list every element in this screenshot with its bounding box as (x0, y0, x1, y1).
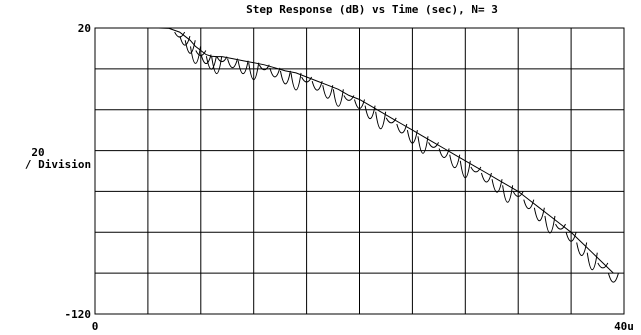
notch-mark (179, 36, 191, 46)
notch-mark (174, 31, 186, 38)
notch-mark (184, 40, 196, 54)
notch-marks (174, 31, 619, 283)
notch-mark (205, 56, 217, 70)
x-min-tick-label: 0 (92, 320, 99, 333)
notch-mark (428, 142, 440, 148)
notch-mark (544, 215, 556, 234)
notch-mark (227, 58, 239, 69)
notch-mark (248, 62, 260, 81)
notch-mark (523, 199, 535, 210)
notch-mark (438, 148, 450, 159)
notch-mark (216, 56, 228, 63)
notch-mark (597, 262, 609, 269)
notch-mark (354, 99, 365, 109)
notch-mark (332, 89, 344, 107)
x-max-tick-label: 40u (614, 320, 634, 333)
notch-mark (195, 50, 207, 56)
notch-mark (502, 185, 514, 203)
notch-mark (586, 252, 598, 271)
plot-frame (94, 27, 625, 315)
notch-mark (565, 232, 577, 242)
notch-mark (512, 191, 524, 197)
notch-mark (470, 166, 482, 173)
notch-mark (406, 130, 418, 144)
y-min-tick-label: -120 (65, 308, 92, 321)
notch-mark (607, 273, 619, 283)
notch-mark (311, 80, 323, 91)
chart-title: Step Response (dB) vs Time (sec), N= 3 (246, 3, 498, 16)
notch-mark (375, 111, 387, 130)
notch-mark (385, 117, 397, 124)
notch-mark (290, 72, 302, 91)
grid (95, 28, 624, 314)
notch-mark (269, 67, 281, 78)
notch-mark (200, 54, 212, 65)
notch-mark (555, 223, 566, 230)
notch-mark (396, 123, 408, 134)
notch-mark (258, 64, 270, 71)
notch-mark (364, 105, 376, 120)
notch-mark (417, 136, 429, 154)
notch-mark (322, 85, 334, 99)
notch-mark (301, 76, 313, 83)
notch-mark (491, 179, 503, 193)
notch-mark (459, 160, 471, 179)
y-max-tick-label: 20 (78, 22, 91, 35)
notch-mark (343, 95, 355, 101)
notch-mark (576, 242, 588, 256)
y-axis-label-line2: / Division (25, 158, 91, 171)
notch-mark (237, 60, 249, 75)
y-axis-label-line1: 20 (31, 146, 44, 159)
notch-mark (533, 207, 545, 222)
notch-mark (190, 46, 202, 64)
notch-mark (449, 154, 461, 169)
notch-mark (279, 70, 291, 85)
notch-mark (480, 172, 492, 183)
response-curve (137, 27, 614, 274)
